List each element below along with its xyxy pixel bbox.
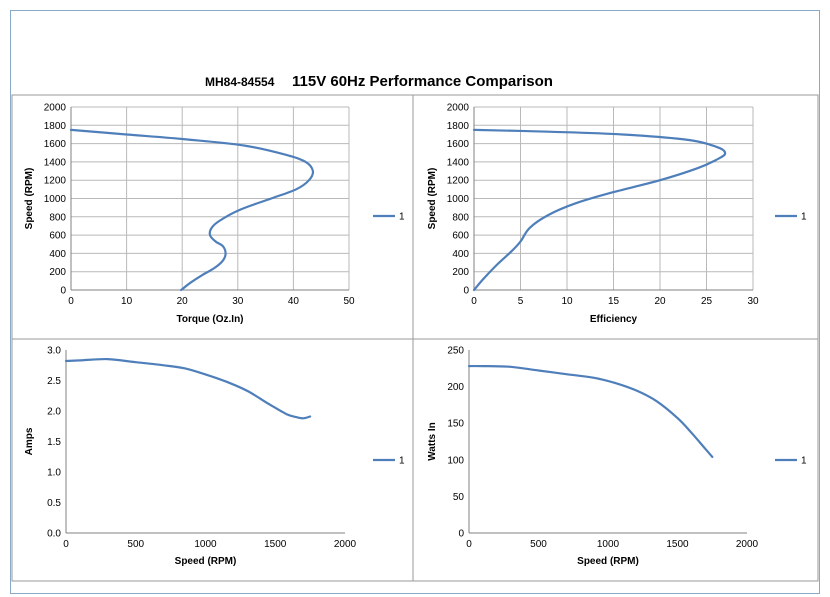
amps-y-tick-label: 3.0 — [47, 346, 61, 357]
torque-x-tick-label: 50 — [343, 296, 355, 307]
watts-x-axis-label: Speed (RPM) — [577, 556, 639, 567]
efficiency-x-tick-label: 30 — [747, 296, 759, 307]
model-number: MH84-84554 — [205, 75, 275, 89]
efficiency-x-tick-label: 25 — [701, 296, 713, 307]
torque-x-tick-label: 0 — [68, 296, 74, 307]
torque-x-axis-label: Torque (Oz.In) — [176, 314, 243, 325]
torque-y-axis-label: Speed (RPM) — [24, 168, 35, 230]
amps-y-tick-label: 1.0 — [47, 468, 61, 479]
torque-y-tick-label: 800 — [49, 212, 66, 223]
efficiency-x-axis-label: Efficiency — [590, 314, 638, 325]
watts-y-axis-label: Watts In — [427, 422, 438, 461]
efficiency-y-tick-label: 1200 — [447, 176, 470, 187]
efficiency-y-tick-label: 0 — [463, 286, 469, 297]
torque-y-tick-label: 1400 — [44, 157, 67, 168]
watts-y-tick-label: 150 — [447, 419, 464, 430]
torque-x-tick-label: 30 — [232, 296, 244, 307]
watts-y-tick-label: 200 — [447, 382, 464, 393]
torque-y-tick-label: 1800 — [44, 121, 67, 132]
efficiency-x-tick-label: 5 — [518, 296, 524, 307]
amps-y-axis-label: Amps — [24, 427, 35, 455]
watts-x-tick-label: 1000 — [597, 539, 620, 550]
page-title: 115V 60Hz Performance Comparison — [292, 73, 553, 90]
amps-y-tick-label: 2.0 — [47, 407, 61, 418]
torque-y-tick-label: 200 — [49, 267, 66, 278]
watts-x-tick-label: 0 — [466, 539, 472, 550]
watts-x-tick-label: 1500 — [666, 539, 689, 550]
watts-x-tick-label: 500 — [530, 539, 547, 550]
efficiency-x-tick-label: 15 — [608, 296, 620, 307]
watts-y-tick-label: 250 — [447, 346, 464, 357]
torque-y-tick-label: 1600 — [44, 139, 67, 150]
amps-x-tick-label: 0 — [63, 539, 69, 550]
amps-y-tick-label: 2.5 — [47, 376, 61, 387]
watts-y-tick-label: 0 — [458, 529, 464, 540]
efficiency-y-tick-label: 400 — [452, 249, 469, 260]
watts-legend-label: 1 — [801, 456, 807, 467]
efficiency-y-tick-label: 1400 — [447, 157, 470, 168]
efficiency-y-tick-label: 200 — [452, 267, 469, 278]
amps-x-tick-label: 1500 — [264, 539, 287, 550]
efficiency-y-tick-label: 2000 — [447, 103, 470, 114]
efficiency-y-tick-label: 1600 — [447, 139, 470, 150]
efficiency-y-tick-label: 800 — [452, 212, 469, 223]
amps-y-tick-label: 1.5 — [47, 437, 61, 448]
efficiency-series-line — [472, 128, 727, 292]
torque-legend-label: 1 — [399, 212, 405, 223]
torque-y-tick-label: 1200 — [44, 176, 67, 187]
amps-series-line — [64, 357, 312, 420]
torque-y-tick-label: 0 — [60, 286, 66, 297]
amps-y-tick-label: 0.5 — [47, 498, 61, 509]
watts-x-tick-label: 2000 — [736, 539, 759, 550]
efficiency-x-tick-label: 0 — [471, 296, 477, 307]
amps-y-tick-label: 0.0 — [47, 529, 61, 540]
torque-x-tick-label: 10 — [121, 296, 133, 307]
amps-x-axis-label: Speed (RPM) — [175, 556, 237, 567]
efficiency-y-tick-label: 1000 — [447, 194, 470, 205]
efficiency-y-axis-label: Speed (RPM) — [427, 168, 438, 230]
amps-x-tick-label: 1000 — [194, 539, 217, 550]
amps-x-tick-label: 500 — [127, 539, 144, 550]
watts-y-tick-label: 100 — [447, 455, 464, 466]
torque-y-tick-label: 1000 — [44, 194, 67, 205]
torque-y-tick-label: 600 — [49, 231, 66, 242]
amps-legend-label: 1 — [399, 456, 405, 467]
efficiency-x-tick-label: 20 — [654, 296, 666, 307]
efficiency-y-tick-label: 1800 — [447, 121, 470, 132]
efficiency-legend-label: 1 — [801, 212, 807, 223]
torque-x-tick-label: 20 — [177, 296, 189, 307]
title-row: MH84-84554 115V 60Hz Performance Compari… — [0, 73, 830, 93]
torque-y-tick-label: 2000 — [44, 103, 67, 114]
efficiency-x-tick-label: 10 — [561, 296, 573, 307]
torque-series-line — [69, 128, 315, 292]
torque-x-tick-label: 40 — [288, 296, 300, 307]
watts-y-tick-label: 50 — [453, 492, 465, 503]
amps-x-tick-label: 2000 — [334, 539, 357, 550]
watts-panel — [412, 338, 819, 582]
torque-y-tick-label: 400 — [49, 249, 66, 260]
efficiency-y-tick-label: 600 — [452, 231, 469, 242]
watts-series-line — [467, 364, 714, 458]
